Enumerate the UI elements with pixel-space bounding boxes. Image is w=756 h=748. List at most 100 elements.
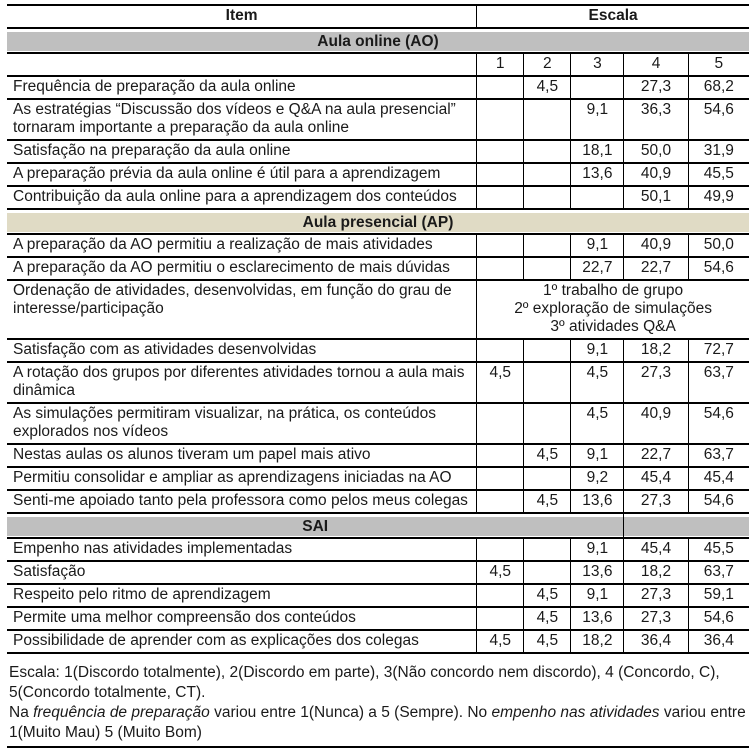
- section-banner: Aula presencial (AP): [7, 209, 749, 235]
- value-cell: 50,1: [623, 186, 689, 210]
- table-row: Frequência de preparação da aula online 4…: [7, 76, 749, 100]
- value-cell: 13,6: [570, 561, 624, 585]
- item-label: As estratégias “Discussão dos vídeos e Q…: [7, 99, 477, 141]
- value-cell: [476, 163, 524, 187]
- scale-column-label: 1: [476, 53, 524, 77]
- value-cell: [570, 76, 624, 100]
- table-row: Satisfação 4,5 13,6 18,2 63,7: [7, 561, 749, 585]
- item-label: Satisfação com as atividades desenvolvid…: [7, 339, 477, 363]
- value-cell: 59,1: [687, 584, 749, 608]
- value-cell: 68,2: [687, 76, 749, 100]
- merged-note-cell: 1º trabalho de grupo 2º exploração de sim…: [476, 280, 749, 340]
- value-cell: 27,3: [623, 584, 689, 608]
- value-cell: 9,1: [570, 234, 624, 258]
- table-row: Permitiu consolidar e ampliar as aprendi…: [7, 467, 749, 491]
- item-label: Permitiu consolidar e ampliar as aprendi…: [7, 467, 477, 491]
- value-cell: 4,5: [570, 362, 624, 404]
- scale-header-spacer: [7, 53, 477, 77]
- results-table: Item Escala Aula online (AO) 1 2 3 4 5 Frequên…: [7, 4, 749, 654]
- value-cell: 9,1: [570, 99, 624, 141]
- value-cell: [523, 234, 571, 258]
- scale-column-label: 2: [523, 53, 571, 77]
- item-label: A preparação da AO permitiu a realização…: [7, 234, 477, 258]
- table-row: As estratégias “Discussão dos vídeos e Q…: [7, 99, 749, 141]
- item-label: Ordenação de atividades, desenvolvidas, …: [7, 280, 477, 340]
- item-label: Satisfação: [7, 561, 477, 585]
- value-cell: [476, 538, 524, 562]
- item-label: Satisfação na preparação da aula online: [7, 140, 477, 164]
- table-footnote: Escala: 1(Discordo totalmente), 2(Discor…: [7, 663, 749, 748]
- value-cell: 27,3: [623, 76, 689, 100]
- value-cell: [476, 186, 524, 210]
- value-cell: 4,5: [523, 584, 571, 608]
- escala-column-header: Escala: [476, 5, 749, 29]
- value-cell: 18,2: [623, 339, 689, 363]
- value-cell: [523, 99, 571, 141]
- italic-frequencia: frequência de preparação: [33, 704, 210, 721]
- value-cell: [476, 257, 524, 281]
- value-cell: 63,7: [687, 561, 749, 585]
- value-cell: [523, 339, 571, 363]
- value-cell: 13,6: [570, 607, 624, 631]
- value-cell: 9,1: [570, 339, 624, 363]
- value-cell: [476, 607, 524, 631]
- value-cell: [523, 561, 571, 585]
- value-cell: 9,1: [570, 538, 624, 562]
- value-cell: 9,1: [570, 444, 624, 468]
- value-cell: 45,4: [623, 467, 689, 491]
- note-line: 1º trabalho de grupo: [543, 282, 684, 299]
- item-label: Empenho nas atividades implementadas: [7, 538, 477, 562]
- value-cell: 4,5: [476, 362, 524, 404]
- value-cell: [523, 140, 571, 164]
- table-row: Empenho nas atividades implementadas 9,1 4…: [7, 538, 749, 562]
- value-cell: [476, 490, 524, 514]
- table-header-row: Item Escala: [7, 5, 749, 29]
- value-cell: 54,6: [687, 99, 749, 141]
- value-cell: 18,1: [570, 140, 624, 164]
- table-row: Satisfação com as atividades desenvolvid…: [7, 339, 749, 363]
- item-label: Frequência de preparação da aula online: [7, 76, 477, 100]
- value-cell: [523, 163, 571, 187]
- item-column-header: Item: [7, 5, 477, 29]
- value-cell: 40,9: [623, 234, 689, 258]
- value-cell: 27,3: [623, 490, 689, 514]
- section-banner-extension: [623, 513, 749, 539]
- value-cell: 45,4: [687, 467, 749, 491]
- section-banner: Aula online (AO): [7, 28, 749, 54]
- value-cell: [523, 403, 571, 445]
- item-label: Respeito pelo ritmo de aprendizagem: [7, 584, 477, 608]
- value-cell: [570, 186, 624, 210]
- value-cell: [476, 76, 524, 100]
- table-row: Possibilidade de aprender com as explica…: [7, 630, 749, 654]
- value-cell: 36,4: [623, 630, 689, 654]
- value-cell: 13,6: [570, 163, 624, 187]
- value-cell: 54,6: [687, 403, 749, 445]
- note-line: 2º exploração de simulações: [514, 300, 712, 317]
- item-label: Nestas aulas os alunos tiveram um papel …: [7, 444, 477, 468]
- value-cell: 18,2: [623, 561, 689, 585]
- table-row: Nestas aulas os alunos tiveram um papel …: [7, 444, 749, 468]
- table-row: Satisfação na preparação da aula online 1…: [7, 140, 749, 164]
- value-cell: 31,9: [687, 140, 749, 164]
- value-cell: 22,7: [570, 257, 624, 281]
- item-label: A preparação prévia da aula online é úti…: [7, 163, 477, 187]
- value-cell: 49,9: [687, 186, 749, 210]
- value-cell: [476, 234, 524, 258]
- value-cell: 50,0: [687, 234, 749, 258]
- item-label: Senti-me apoiado tanto pela professora c…: [7, 490, 477, 514]
- value-cell: 54,6: [687, 257, 749, 281]
- item-label: Contribuição da aula online para a apren…: [7, 186, 477, 210]
- value-cell: 50,0: [623, 140, 689, 164]
- value-cell: [476, 584, 524, 608]
- value-cell: 72,7: [687, 339, 749, 363]
- value-cell: [523, 467, 571, 491]
- item-label: Possibilidade de aprender com as explica…: [7, 630, 477, 654]
- value-cell: 4,5: [523, 444, 571, 468]
- table-row: A preparação da AO permitiu a realização…: [7, 234, 749, 258]
- value-cell: 45,4: [623, 538, 689, 562]
- scale-column-label: 4: [623, 53, 689, 77]
- value-cell: 36,4: [687, 630, 749, 654]
- table-row: Senti-me apoiado tanto pela professora c…: [7, 490, 749, 514]
- value-cell: 9,2: [570, 467, 624, 491]
- value-cell: [476, 467, 524, 491]
